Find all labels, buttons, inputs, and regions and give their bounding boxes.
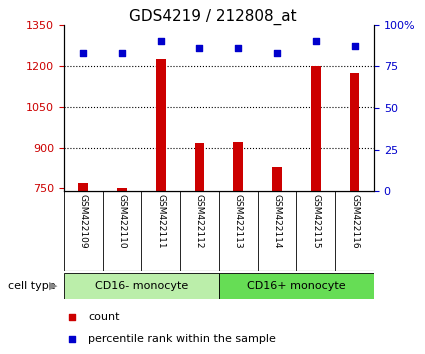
- Bar: [156, 59, 166, 191]
- Text: GDS4219 / 212808_at: GDS4219 / 212808_at: [129, 9, 296, 25]
- Bar: [195, 143, 204, 191]
- Text: GSM422109: GSM422109: [79, 194, 88, 249]
- Text: GSM422112: GSM422112: [195, 194, 204, 249]
- Point: [235, 45, 242, 51]
- Text: GSM422114: GSM422114: [272, 194, 281, 249]
- Point: [157, 39, 164, 44]
- Text: count: count: [88, 312, 120, 322]
- Bar: [64, 273, 219, 299]
- Text: GSM422111: GSM422111: [156, 194, 165, 249]
- Text: CD16- monocyte: CD16- monocyte: [95, 281, 188, 291]
- Text: percentile rank within the sample: percentile rank within the sample: [88, 334, 276, 344]
- Bar: [78, 183, 88, 191]
- Text: CD16+ monocyte: CD16+ monocyte: [247, 281, 346, 291]
- Point: [351, 44, 358, 49]
- Text: ▶: ▶: [49, 281, 57, 291]
- Bar: [272, 167, 282, 191]
- Text: GSM422110: GSM422110: [117, 194, 126, 249]
- Bar: [311, 66, 321, 191]
- Point: [80, 50, 87, 56]
- Point: [312, 39, 319, 44]
- Point: [119, 50, 125, 56]
- Bar: [219, 273, 374, 299]
- Text: cell type: cell type: [8, 281, 56, 291]
- Text: GSM422115: GSM422115: [312, 194, 320, 249]
- Text: GSM422116: GSM422116: [350, 194, 359, 249]
- Bar: [117, 188, 127, 191]
- Point: [196, 45, 203, 51]
- Bar: [233, 142, 243, 191]
- Point: [69, 314, 76, 320]
- Bar: [350, 73, 360, 191]
- Point: [69, 336, 76, 342]
- Text: GSM422113: GSM422113: [234, 194, 243, 249]
- Point: [274, 50, 280, 56]
